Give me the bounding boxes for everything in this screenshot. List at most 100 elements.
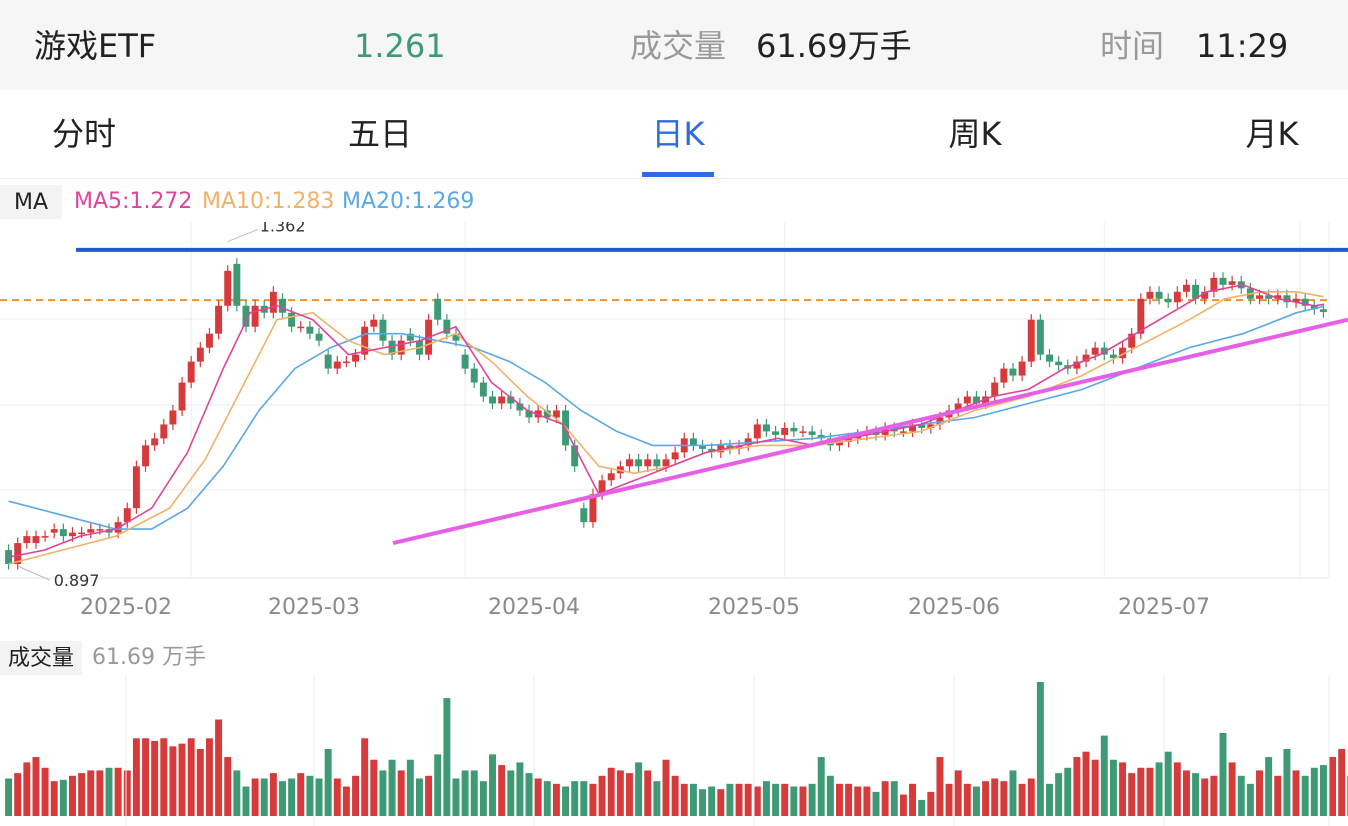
kline-chart[interactable]: 2025-02 2025-03 2025-04 2025-05 2025-06 2025-… — [0, 222, 1348, 622]
candle-body — [525, 410, 533, 418]
time-value: 11:29 — [1196, 27, 1289, 65]
volume-bar — [644, 770, 652, 816]
candle-body — [762, 424, 770, 432]
candle-body — [233, 263, 241, 306]
candle-body — [516, 403, 524, 411]
volume-bar — [635, 762, 643, 816]
volume-bar — [1018, 783, 1026, 816]
candle-body — [1146, 291, 1154, 299]
volume-bar — [215, 719, 223, 816]
candle-body — [735, 445, 743, 449]
volume-bar — [927, 791, 935, 816]
volume-bar — [160, 738, 168, 816]
candle-body — [772, 431, 780, 435]
candle-body — [653, 459, 661, 467]
candle-body — [699, 445, 706, 449]
volume-bar — [753, 786, 761, 816]
candle-body — [1192, 284, 1200, 299]
volume-bar — [142, 738, 150, 816]
candle-body — [571, 445, 579, 467]
candle-body — [1036, 319, 1044, 355]
volume-bar — [972, 786, 980, 816]
volume-bar — [671, 775, 679, 816]
volume-bar — [1256, 770, 1263, 816]
volume-bar — [105, 767, 113, 816]
ma20-value: MA20:1.269 — [342, 189, 475, 214]
candle-body — [23, 536, 31, 544]
candle-body — [899, 431, 907, 433]
tab-intraday[interactable]: 分时 — [51, 115, 117, 153]
volume-chart[interactable] — [0, 676, 1348, 826]
volume-bar — [1082, 751, 1090, 816]
candle-body — [918, 424, 926, 428]
volume-bar — [543, 781, 551, 816]
volume-bar — [845, 783, 853, 816]
volume-bar — [498, 765, 506, 816]
candle-body — [461, 354, 469, 369]
candle-body — [288, 312, 296, 327]
volume-bar — [78, 773, 86, 816]
tab-monthly-k[interactable]: 月K — [1245, 115, 1299, 153]
candle-body — [1091, 347, 1099, 355]
volume-bar — [918, 799, 926, 816]
volume-bar — [881, 781, 889, 816]
volume-bar — [991, 778, 999, 816]
ma-toggle[interactable]: MA — [0, 185, 62, 219]
tab-daily-k[interactable]: 日K — [651, 115, 705, 153]
volume-bar — [69, 775, 76, 816]
tab-five-day[interactable]: 五日 — [347, 115, 413, 153]
volume-bar — [233, 770, 241, 816]
candle-body — [836, 441, 843, 446]
candle-body — [1210, 277, 1218, 292]
volume-bar — [297, 773, 305, 816]
volume-bar — [717, 789, 725, 816]
volume-bar — [1201, 778, 1209, 816]
volume-bar — [479, 781, 487, 816]
volume-bar — [1182, 770, 1190, 816]
volume-bar — [589, 783, 597, 816]
volume-bar — [434, 754, 442, 816]
volume-bar — [1064, 767, 1072, 816]
candle-body — [69, 532, 76, 537]
volume-bar — [1301, 775, 1309, 816]
volume-bar — [1237, 775, 1245, 816]
volume-toggle[interactable]: 成交量 — [0, 641, 82, 675]
volume-bar — [699, 789, 706, 816]
candle-body — [626, 459, 633, 467]
candle-body — [59, 529, 67, 537]
candle-body — [1265, 295, 1273, 299]
candle-body — [972, 396, 980, 404]
candle-body — [1301, 298, 1309, 306]
tab-weekly-k[interactable]: 周K — [948, 115, 1002, 153]
volume-bar — [32, 757, 40, 816]
candle-body — [352, 354, 360, 362]
candle-body — [169, 410, 177, 425]
volume-bar — [361, 738, 369, 816]
candle-body — [315, 333, 323, 341]
volume-bar — [114, 767, 122, 816]
volume-bar — [1338, 749, 1346, 816]
volume-bar — [1091, 759, 1099, 816]
volume-bar — [872, 791, 880, 816]
volume-bar — [1027, 778, 1035, 816]
volume-bar — [1228, 762, 1236, 816]
volume-bar — [762, 781, 770, 816]
volume-bar — [1000, 781, 1008, 816]
volume-bar — [1119, 762, 1127, 816]
candle-body — [1027, 319, 1035, 362]
candle-body — [1046, 354, 1053, 362]
volume-bar — [1283, 749, 1291, 816]
volume-bar — [936, 757, 944, 816]
volume-bar — [598, 775, 606, 816]
volume-bar — [1155, 762, 1163, 816]
volume-bar — [489, 754, 496, 816]
volume-bar — [315, 778, 323, 816]
candle-body — [205, 333, 213, 348]
volume-bar — [306, 775, 314, 816]
volume-bar — [616, 770, 624, 816]
candle-body — [498, 396, 506, 404]
volume-bar — [735, 783, 743, 816]
candle-body — [790, 427, 798, 432]
candle-body — [342, 361, 350, 364]
volume-bars — [5, 682, 1348, 816]
